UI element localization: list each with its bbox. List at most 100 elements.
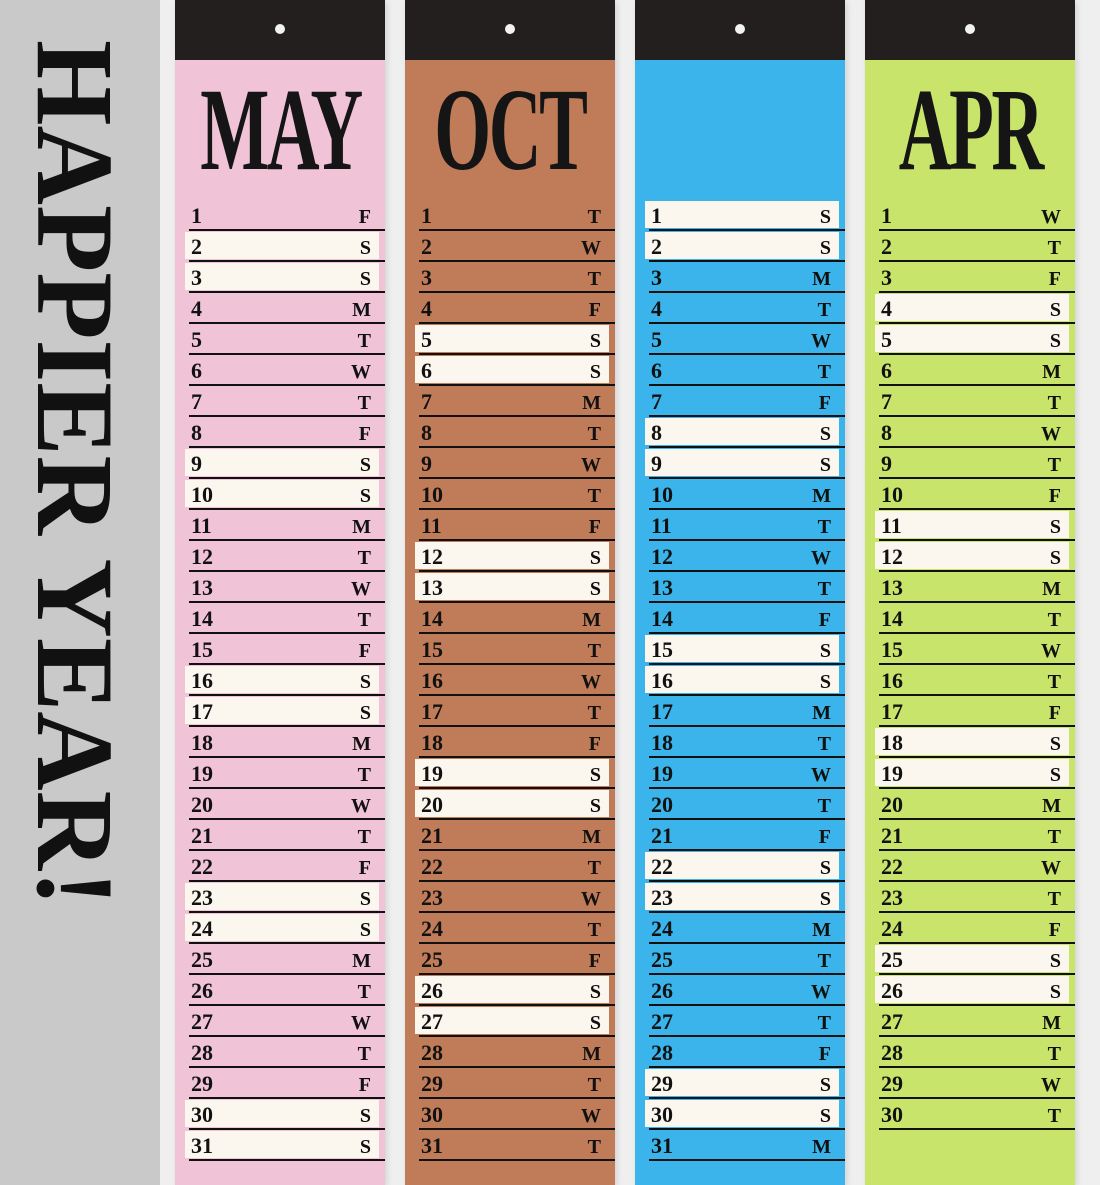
day-row: 25 S	[865, 944, 1075, 975]
day-row: 14 M	[405, 603, 615, 634]
row-divider	[879, 849, 1075, 851]
month-label-box: MAY	[175, 60, 385, 200]
weekend-highlight	[645, 201, 839, 228]
day-row: 25 F	[405, 944, 615, 975]
weekday-letter: W	[581, 671, 601, 693]
row-divider	[649, 601, 845, 603]
day-number: 25	[191, 947, 213, 972]
weekend-highlight	[415, 790, 609, 817]
row-divider	[649, 260, 845, 262]
weekday-letter: S	[819, 1105, 831, 1127]
weekday-letter: S	[589, 578, 601, 600]
month-label: APR	[898, 64, 1044, 195]
day-row: 21 M	[405, 820, 615, 851]
day-number: 7	[651, 389, 662, 414]
day-number: 11	[881, 513, 902, 538]
day-row: 28 M	[405, 1037, 615, 1068]
weekday-letter: F	[1048, 268, 1061, 290]
weekday-letter: F	[358, 857, 371, 879]
row-divider	[189, 477, 385, 479]
day-row: 31 M	[635, 1130, 845, 1161]
day-number: 11	[421, 513, 442, 538]
day-number: 1	[881, 203, 892, 228]
day-list: 1 F 2 S 3 S 4 M 5 T 6 W 7 T 8 F 9 S 10 S 11 M 12 T 13 W 14 T 15 F 16 S 1…	[175, 200, 385, 1161]
row-divider	[649, 725, 845, 727]
row-divider	[189, 229, 385, 231]
weekend-highlight	[185, 1131, 379, 1158]
weekend-highlight	[185, 232, 379, 259]
row-divider	[879, 880, 1075, 882]
day-row: 14 F	[635, 603, 845, 634]
day-number: 24	[651, 916, 673, 941]
row-divider	[419, 1035, 615, 1037]
row-divider	[879, 601, 1075, 603]
weekday-letter: F	[588, 950, 601, 972]
row-divider	[189, 1097, 385, 1099]
weekday-letter: T	[817, 1012, 831, 1034]
weekday-letter: S	[589, 981, 601, 1003]
row-divider	[419, 973, 615, 975]
weekend-highlight	[185, 1100, 379, 1127]
row-divider	[189, 880, 385, 882]
row-divider	[189, 384, 385, 386]
slogan-strip: HAPPIER YEAR!	[0, 0, 160, 1185]
weekday-letter: S	[1049, 733, 1061, 755]
row-divider	[419, 818, 615, 820]
day-number: 24	[881, 916, 903, 941]
weekday-letter: M	[1042, 578, 1061, 600]
day-row: 28 T	[865, 1037, 1075, 1068]
day-number: 31	[421, 1133, 443, 1158]
row-divider	[189, 508, 385, 510]
day-row: 17 M	[635, 696, 845, 727]
row-divider	[419, 725, 615, 727]
row-divider	[419, 694, 615, 696]
row-divider	[879, 725, 1075, 727]
day-number: 5	[421, 327, 432, 352]
slogan-text: HAPPIER YEAR!	[14, 40, 136, 907]
day-row: 12 T	[175, 541, 385, 572]
row-divider	[879, 942, 1075, 944]
weekday-letter: T	[587, 1074, 601, 1096]
row-divider	[189, 787, 385, 789]
day-number: 23	[881, 885, 903, 910]
day-row: 26 W	[635, 975, 845, 1006]
row-divider	[879, 1035, 1075, 1037]
day-row: 27 M	[865, 1006, 1075, 1037]
weekday-letter: S	[359, 485, 371, 507]
row-divider	[879, 570, 1075, 572]
weekday-letter: S	[819, 206, 831, 228]
row-divider	[879, 694, 1075, 696]
weekday-letter: T	[587, 1136, 601, 1158]
row-divider	[649, 322, 845, 324]
weekday-letter: S	[359, 919, 371, 941]
weekday-letter: T	[817, 516, 831, 538]
weekend-highlight	[185, 480, 379, 507]
weekday-letter: M	[582, 609, 601, 631]
day-number: 28	[191, 1040, 213, 1065]
weekday-letter: S	[359, 888, 371, 910]
weekday-letter: T	[587, 857, 601, 879]
day-number: 10	[191, 482, 213, 507]
day-row: 12 S	[405, 541, 615, 572]
row-divider	[189, 756, 385, 758]
day-row: 11 F	[405, 510, 615, 541]
day-number: 8	[881, 420, 892, 445]
weekday-letter: T	[357, 1043, 371, 1065]
day-number: 12	[421, 544, 443, 569]
day-number: 29	[651, 1071, 673, 1096]
day-number: 22	[881, 854, 903, 879]
row-divider	[189, 353, 385, 355]
calendar-strip-blue: 1 S 2 S 3 M 4 T 5 W 6 T 7 F 8 S 9 S 10 M 11 T 12 W 13 T 14 F 15 S 16 S 1…	[635, 0, 845, 1185]
day-row: 25 T	[635, 944, 845, 975]
weekday-letter: M	[1042, 1012, 1061, 1034]
day-row: 19 W	[635, 758, 845, 789]
day-number: 8	[651, 420, 662, 445]
weekend-highlight	[645, 418, 839, 445]
